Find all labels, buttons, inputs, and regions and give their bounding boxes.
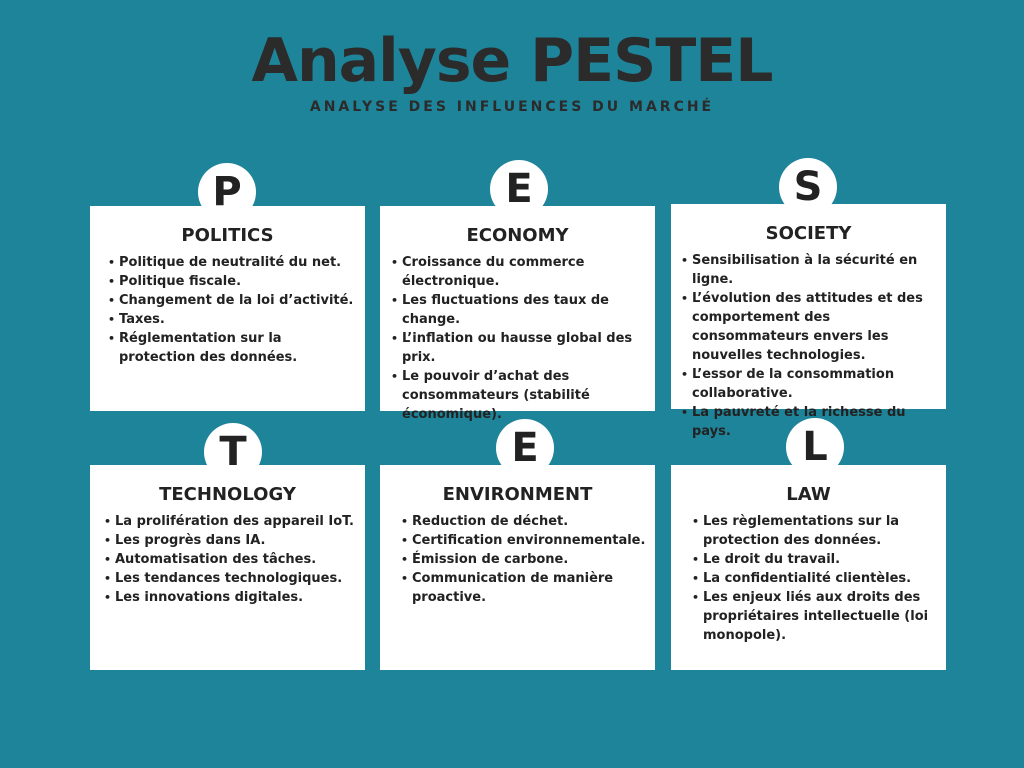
card-title: LAW (786, 484, 831, 505)
list-item: La pauvreté et la richesse du pays. (681, 403, 940, 441)
card-politics: POLITICS Politique de neutralité du net.… (90, 206, 365, 411)
card-law: LAW Les règlementations sur la protectio… (671, 465, 946, 670)
card-title: POLITICS (181, 225, 274, 246)
list-item: Reduction de déchet. (401, 512, 649, 531)
card-society: SOCIETY Sensibilisation à la sécurité en… (671, 204, 946, 439)
factor-list: Sensibilisation à la sécurité en ligne. … (677, 251, 940, 441)
list-item: Automatisation des tâches. (104, 550, 359, 569)
factor-list: La prolifération des appareil IoT. Les p… (96, 512, 359, 607)
list-item: Le droit du travail. (692, 550, 940, 569)
card-technology: TECHNOLOGY La prolifération des appareil… (90, 465, 365, 670)
card-title: SOCIETY (765, 223, 852, 244)
list-item: Sensibilisation à la sécurité en ligne. (681, 251, 940, 289)
list-item: L’inflation ou hausse global des prix. (391, 329, 649, 367)
list-item: Changement de la loi d’activité. (108, 291, 359, 310)
list-item: Les tendances technologiques. (104, 569, 359, 588)
card-title: ENVIRONMENT (442, 484, 593, 505)
factor-list: Reduction de déchet. Certification envir… (386, 512, 649, 607)
page-subtitle: ANALYSE DES INFLUENCES DU MARCHÉ (309, 99, 715, 115)
list-item: Les fluctuations des taux de change. (391, 291, 649, 329)
list-item: Politique fiscale. (108, 272, 359, 291)
list-item: Le pouvoir d’achat des consommateurs (st… (391, 367, 649, 424)
list-item: Communication de manière proactive. (401, 569, 649, 607)
list-item: Les règlementations sur la protection de… (692, 512, 940, 550)
factor-list: Les règlementations sur la protection de… (677, 512, 940, 645)
card-environment: ENVIRONMENT Reduction de déchet. Certifi… (380, 465, 655, 670)
list-item: Croissance du commerce électronique. (391, 253, 649, 291)
list-item: Taxes. (108, 310, 359, 329)
list-item: L’évolution des attitudes et des comport… (681, 289, 940, 365)
card-title: ECONOMY (466, 225, 569, 246)
card-title: TECHNOLOGY (159, 484, 296, 505)
page-title: Analyse PESTEL (251, 26, 774, 96)
list-item: Émission de carbone. (401, 550, 649, 569)
factor-list: Politique de neutralité du net. Politiqu… (96, 253, 359, 367)
list-item: Les innovations digitales. (104, 588, 359, 607)
list-item: Certification environnementale. (401, 531, 649, 550)
card-economy: ECONOMY Croissance du commerce électroni… (380, 206, 655, 422)
list-item: Politique de neutralité du net. (108, 253, 359, 272)
list-item: Les enjeux liés aux droits des propriéta… (692, 588, 940, 645)
list-item: La confidentialité clientèles. (692, 569, 940, 588)
factor-list: Croissance du commerce électronique. Les… (386, 253, 649, 424)
list-item: Réglementation sur la protection des don… (108, 329, 359, 367)
list-item: Les progrès dans IA. (104, 531, 359, 550)
list-item: La prolifération des appareil IoT. (104, 512, 359, 531)
list-item: L’essor de la consommation collaborative… (681, 365, 940, 403)
